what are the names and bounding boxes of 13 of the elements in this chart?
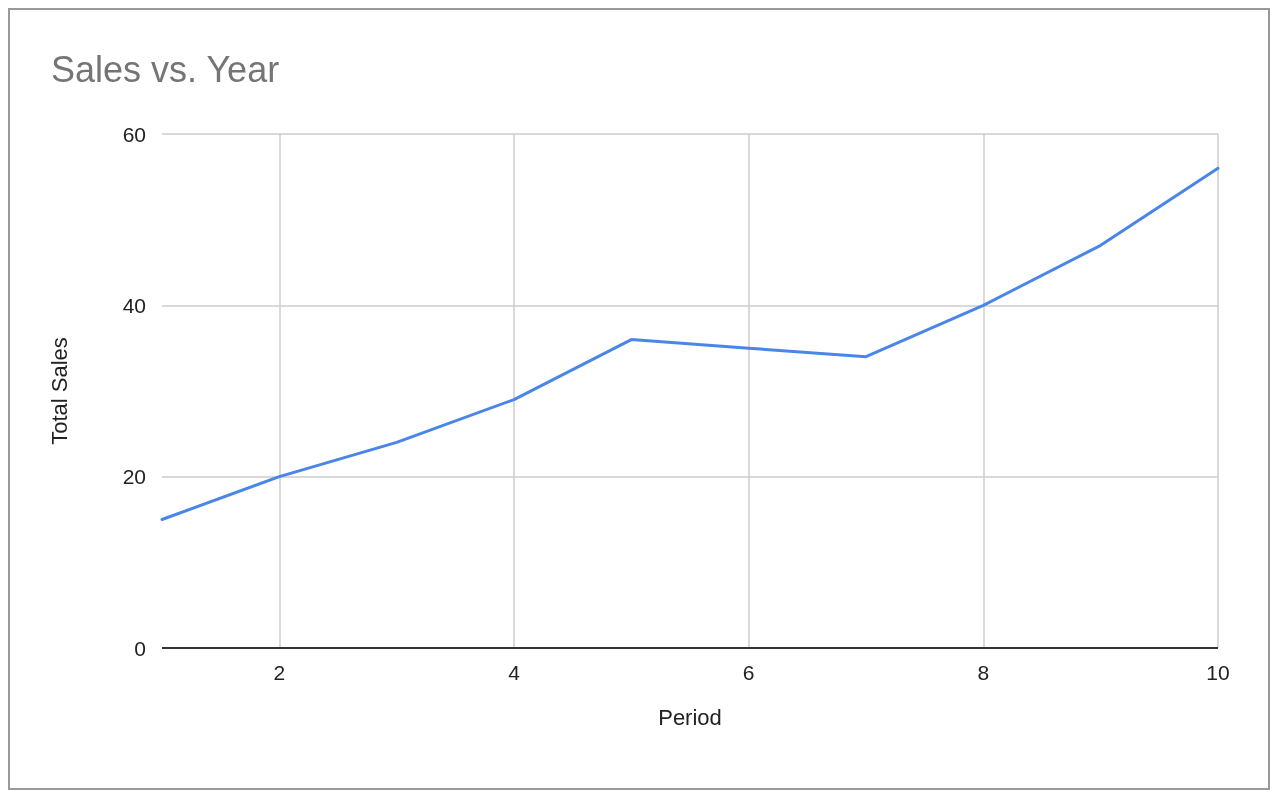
y-tick-label: 60 bbox=[122, 122, 146, 146]
x-tick-label: 8 bbox=[977, 661, 990, 684]
y-axis-title: Total Sales bbox=[46, 337, 72, 445]
chart-title: Sales vs. Year bbox=[51, 48, 280, 90]
y-tick-label: 0 bbox=[134, 636, 146, 660]
x-axis-title: Period bbox=[658, 704, 722, 730]
x-tick-label: 6 bbox=[742, 661, 755, 684]
x-tick-label: 4 bbox=[508, 661, 521, 684]
y-tick-label: 40 bbox=[122, 293, 146, 317]
x-tick-label: 10 bbox=[1206, 661, 1230, 684]
y-tick-label: 20 bbox=[122, 465, 146, 489]
x-tick-label: 2 bbox=[273, 661, 286, 684]
line-series bbox=[160, 166, 1220, 521]
